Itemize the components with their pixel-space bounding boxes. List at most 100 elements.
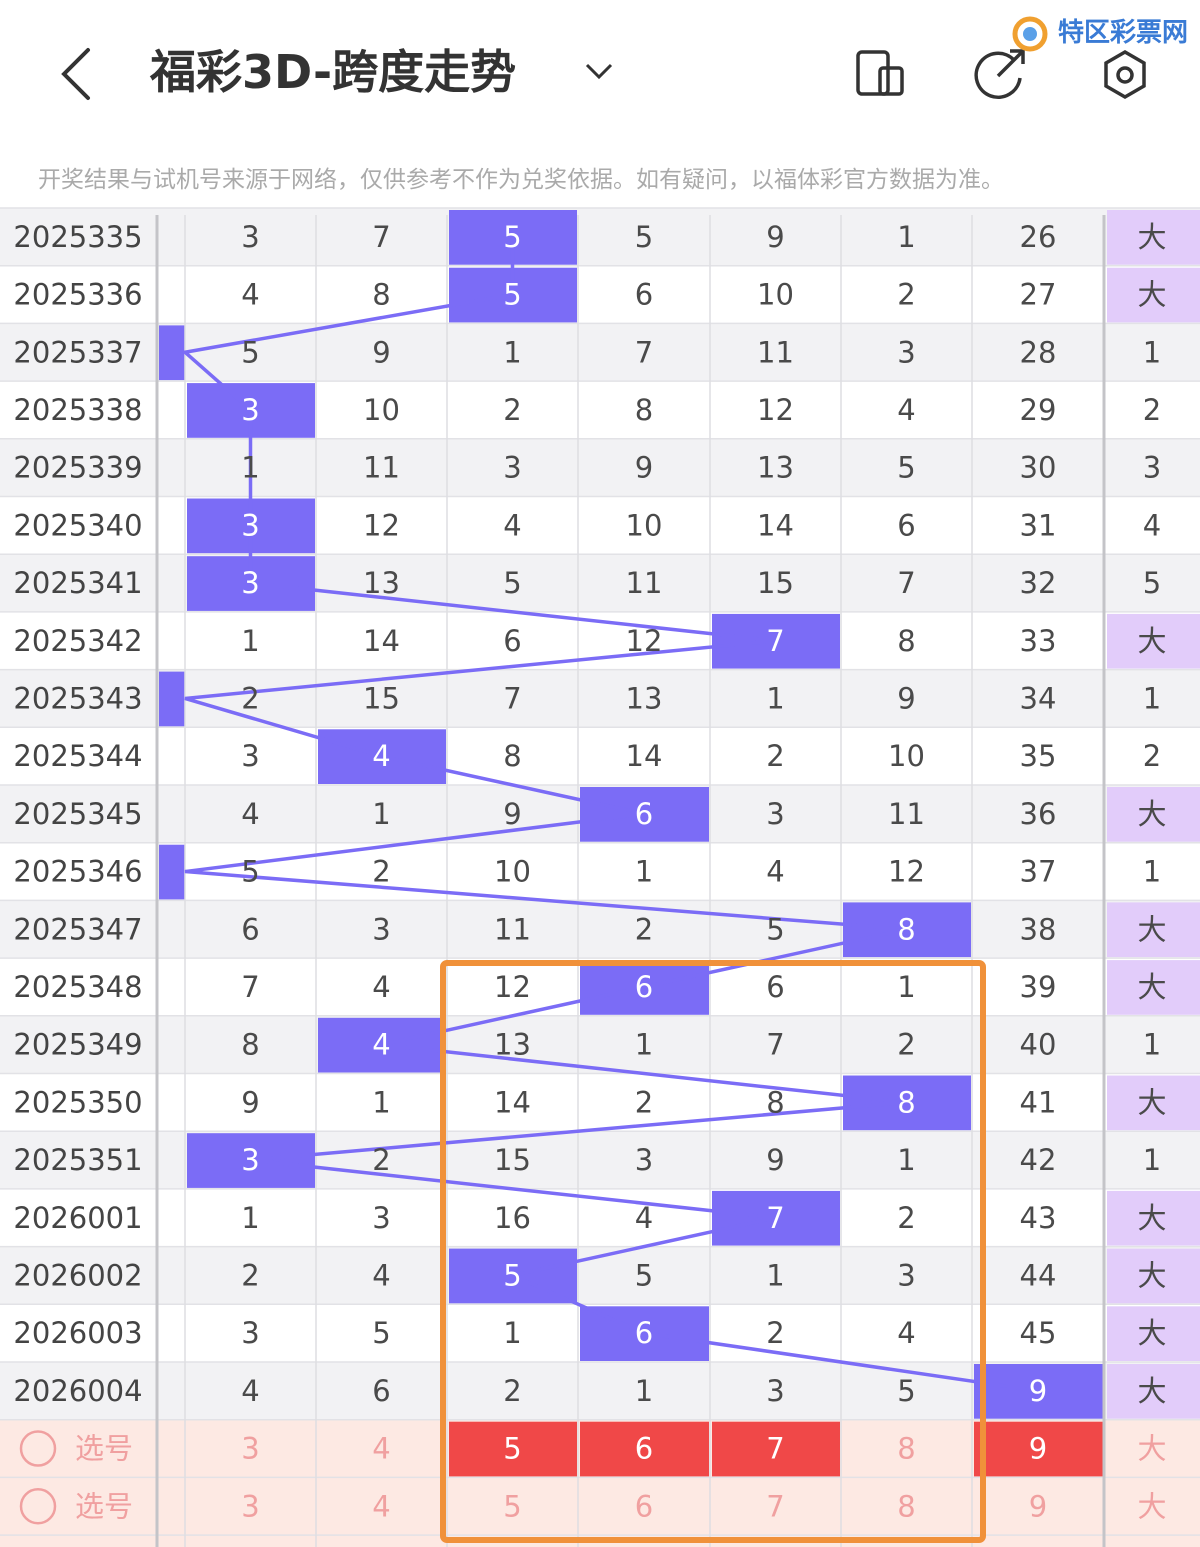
cell: 4 (372, 1028, 390, 1062)
cell: 5 (635, 1258, 653, 1292)
select-value[interactable]: 5 (503, 1489, 521, 1523)
select-value[interactable]: 6 (635, 1489, 653, 1523)
hit-cell (712, 1190, 840, 1246)
select-value[interactable]: 4 (372, 1489, 390, 1523)
cell: 5 (766, 912, 784, 946)
select-value[interactable]: 3 (241, 1489, 259, 1523)
select-value[interactable]: 4 (372, 1432, 390, 1466)
cell: 31 (1020, 508, 1057, 542)
big-cell (1107, 902, 1200, 958)
select-value[interactable]: 8 (897, 1489, 915, 1523)
cell: 3 (241, 1143, 259, 1177)
select-value[interactable]: 5 (503, 1432, 521, 1466)
select-row-bg (0, 1477, 1200, 1547)
cell: 28 (1020, 335, 1057, 369)
cell: 4 (897, 1316, 915, 1350)
cell: 2 (241, 681, 259, 715)
cell: 12 (757, 393, 794, 427)
cell: 16 (494, 1201, 531, 1235)
cell: 大 (1137, 912, 1166, 946)
cell: 3 (766, 1374, 784, 1408)
cell: 3 (241, 566, 259, 600)
cell: 7 (372, 220, 390, 254)
cell: 1 (241, 624, 259, 658)
cell: 5 (241, 335, 259, 369)
period: 2025349 (13, 1028, 142, 1062)
period: 2025335 (13, 220, 142, 254)
cell: 2 (372, 855, 390, 889)
cell: 4 (372, 970, 390, 1004)
cell: 3 (897, 335, 915, 369)
cell: 1 (635, 1028, 653, 1062)
cell: 4 (503, 508, 521, 542)
cell: 2 (1143, 739, 1161, 773)
row-bg (0, 265, 1200, 324)
period: 2026002 (13, 1258, 142, 1292)
cell: 44 (1020, 1258, 1057, 1292)
cell: 8 (503, 739, 521, 773)
cell: 9 (766, 1143, 784, 1177)
cell: 1 (635, 1374, 653, 1408)
cell: 1 (1143, 1143, 1161, 1177)
select-value[interactable]: 7 (766, 1489, 784, 1523)
watermark: 特区彩票网 (1058, 17, 1188, 48)
cell: 8 (372, 278, 390, 312)
cell: 3 (372, 1201, 390, 1235)
row-bg (0, 438, 1200, 497)
cell: 1 (503, 1316, 521, 1350)
share-icon[interactable] (974, 49, 1025, 99)
cell: 4 (635, 1201, 653, 1235)
cell: 9 (897, 681, 915, 715)
select-value[interactable]: 8 (897, 1432, 915, 1466)
back-button[interactable] (61, 48, 90, 100)
cell: 14 (757, 508, 794, 542)
period: 2026004 (13, 1374, 142, 1408)
trend-line (181, 236, 1039, 1393)
cell: 大 (1137, 970, 1166, 1004)
cell: 9 (1029, 1374, 1047, 1408)
settings-icon[interactable] (1104, 49, 1146, 100)
period: 2026003 (13, 1316, 142, 1350)
row-bg (0, 208, 1200, 266)
period: 2025336 (13, 278, 142, 312)
cell: 大 (1137, 624, 1166, 658)
picked-cell (580, 1421, 709, 1477)
cell: 8 (635, 393, 653, 427)
cell: 1 (241, 451, 259, 485)
select-value[interactable]: 7 (766, 1432, 784, 1466)
select-value[interactable]: 大 (1137, 1489, 1166, 1523)
select-value[interactable]: 3 (241, 1432, 259, 1466)
cell: 2 (766, 1316, 784, 1350)
cell: 6 (897, 508, 915, 542)
period: 2025340 (13, 508, 142, 542)
cell: 3 (1143, 451, 1161, 485)
select-radio[interactable] (19, 1430, 57, 1467)
screen-icon[interactable] (856, 50, 904, 96)
cell: 11 (494, 912, 531, 946)
select-value[interactable]: 9 (1029, 1489, 1047, 1523)
cell: 1 (766, 681, 784, 715)
cell: 40 (1020, 1028, 1057, 1062)
cell: 13 (363, 566, 400, 600)
cell: 7 (897, 566, 915, 600)
select-value[interactable]: 大 (1137, 1432, 1166, 1466)
cell: 13 (626, 681, 663, 715)
period: 2025346 (13, 855, 142, 889)
big-cell (1107, 1306, 1200, 1361)
select-value[interactable]: 6 (635, 1432, 653, 1466)
big-cell (1107, 1190, 1200, 1246)
cell: 32 (1020, 566, 1057, 600)
cell: 大 (1137, 1258, 1166, 1292)
cell: 11 (757, 335, 794, 369)
select-radio[interactable] (19, 1488, 57, 1525)
cell: 3 (241, 1316, 259, 1350)
cell: 6 (241, 912, 259, 946)
dropdown[interactable] (585, 63, 613, 80)
cell: 9 (241, 1085, 259, 1119)
select-value[interactable]: 9 (1029, 1432, 1047, 1466)
cell: 1 (897, 220, 915, 254)
cell: 34 (1020, 681, 1057, 715)
cell: 4 (241, 797, 259, 831)
hit-cell (159, 671, 185, 727)
